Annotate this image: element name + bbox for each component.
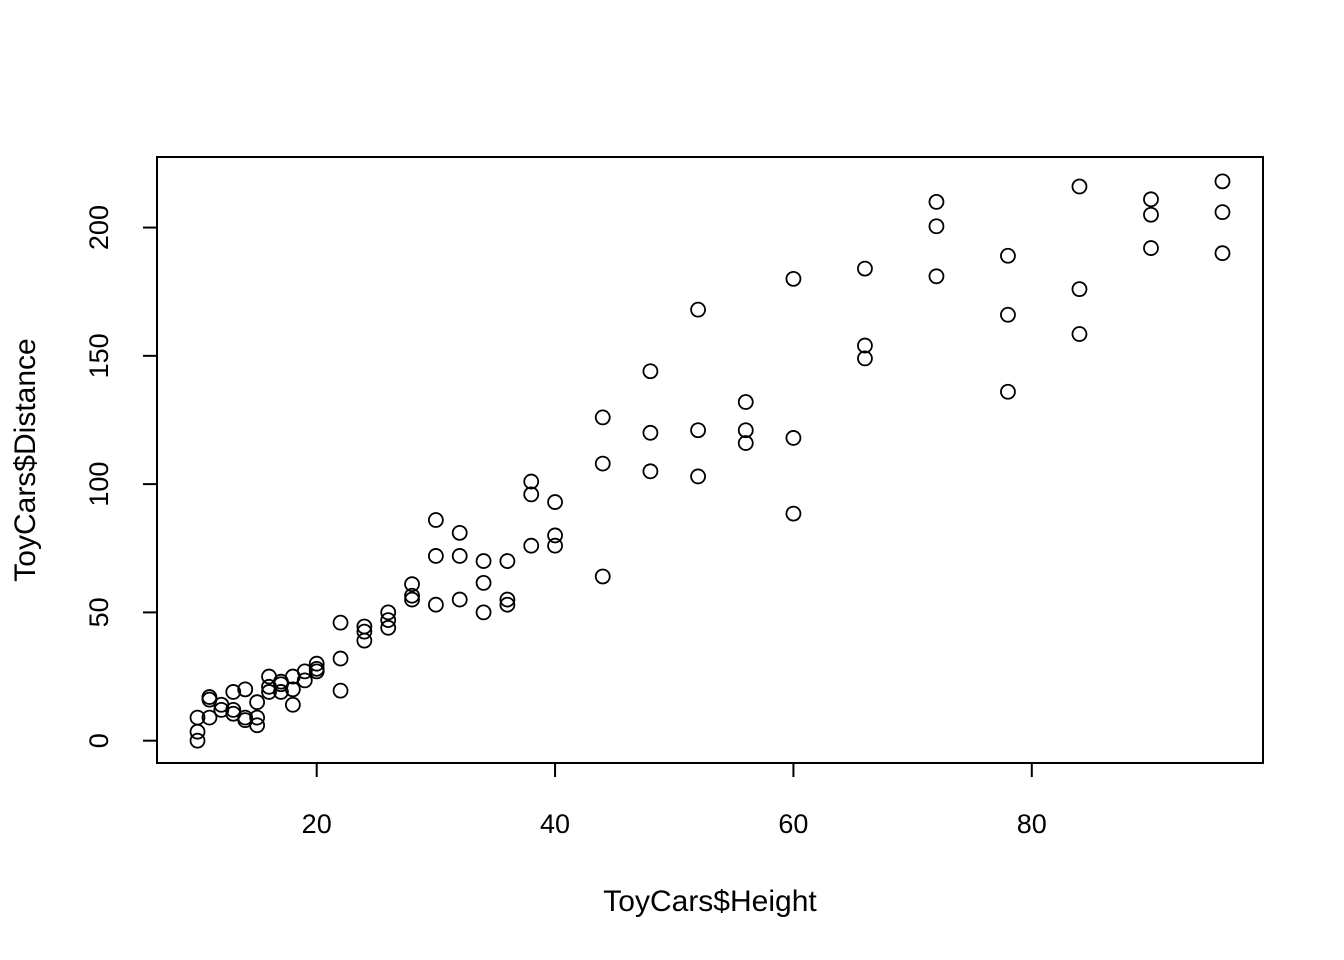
data-point <box>690 468 706 485</box>
data-point <box>737 435 754 451</box>
data-point <box>1143 191 1159 208</box>
data-point <box>273 684 289 700</box>
data-point <box>296 663 313 680</box>
x-tick-label: 80 <box>1017 809 1047 839</box>
y-axis: 0 50 100 150 200 <box>84 205 158 748</box>
data-point <box>523 486 540 503</box>
data-point <box>1000 306 1016 323</box>
data-point <box>928 218 945 235</box>
data-point <box>475 574 492 591</box>
data-point <box>249 709 266 726</box>
data-point <box>380 619 397 636</box>
data-point <box>237 681 254 698</box>
data-point <box>785 270 802 287</box>
data-point <box>523 537 540 554</box>
data-point <box>356 618 373 635</box>
data-point <box>1071 326 1088 342</box>
data-point <box>427 548 444 564</box>
data-point <box>928 193 945 210</box>
data-point <box>201 689 218 705</box>
y-tick-label: 50 <box>84 597 114 627</box>
x-axis: 20 40 60 80 <box>302 762 1047 839</box>
y-tick-label: 200 <box>84 205 114 250</box>
data-point <box>547 494 563 510</box>
data-point <box>594 409 611 426</box>
data-point <box>594 568 611 585</box>
data-point <box>1071 281 1088 298</box>
data-point <box>737 422 754 439</box>
data-point <box>737 394 754 410</box>
data-point <box>249 717 266 734</box>
data-point <box>1000 247 1016 264</box>
data-point <box>690 301 706 318</box>
data-point <box>451 548 468 564</box>
data-point <box>201 709 218 726</box>
data-point <box>308 660 325 677</box>
y-axis-label: ToyCars$Distance <box>9 338 42 581</box>
data-point <box>1214 245 1231 262</box>
data-point <box>356 623 373 640</box>
x-axis-label: ToyCars$Height <box>603 885 817 918</box>
x-tick-label: 40 <box>540 809 570 839</box>
data-point <box>642 463 659 480</box>
data-point <box>499 553 516 569</box>
data-point <box>225 701 242 718</box>
data-point <box>189 732 206 749</box>
data-point <box>1071 178 1088 195</box>
data-point <box>523 473 540 490</box>
x-tick-label: 60 <box>778 809 808 839</box>
data-point <box>225 684 242 700</box>
data-point <box>857 260 873 277</box>
data-point <box>642 424 659 441</box>
data-point <box>785 430 802 446</box>
data-point <box>499 591 516 608</box>
data-point <box>237 709 254 726</box>
data-point <box>261 684 277 700</box>
data-point <box>1214 204 1231 221</box>
data-point <box>308 655 325 672</box>
data-point <box>690 422 706 439</box>
data-point <box>928 268 945 285</box>
data-point <box>296 672 313 689</box>
data-point <box>1214 173 1231 190</box>
data-point <box>1143 206 1159 223</box>
data-point <box>451 591 468 608</box>
data-point <box>404 587 420 604</box>
data-point <box>284 681 301 698</box>
data-point <box>284 696 301 713</box>
data-point <box>1000 383 1016 400</box>
data-point <box>404 591 420 608</box>
data-point <box>1143 240 1159 256</box>
data-point <box>857 350 873 367</box>
data-point <box>642 363 659 380</box>
data-point <box>499 596 516 613</box>
data-point <box>427 512 444 528</box>
data-point <box>332 650 349 667</box>
data-point <box>475 604 492 621</box>
y-tick-label: 100 <box>84 462 114 507</box>
data-point <box>332 682 349 699</box>
data-point <box>547 537 563 554</box>
data-point <box>857 337 873 354</box>
data-point <box>785 505 802 522</box>
x-tick-label: 20 <box>302 809 332 839</box>
data-point <box>547 527 563 544</box>
data-point <box>332 614 349 631</box>
data-point <box>594 455 611 472</box>
data-point <box>404 576 420 593</box>
y-tick-label: 150 <box>84 333 114 378</box>
y-tick-label: 0 <box>84 733 114 748</box>
data-point <box>189 709 206 726</box>
data-point <box>380 612 397 628</box>
data-points <box>189 173 1231 749</box>
data-point <box>427 596 444 613</box>
data-point <box>451 524 468 541</box>
data-point <box>249 694 266 711</box>
data-point <box>475 553 492 569</box>
data-point <box>380 604 397 621</box>
